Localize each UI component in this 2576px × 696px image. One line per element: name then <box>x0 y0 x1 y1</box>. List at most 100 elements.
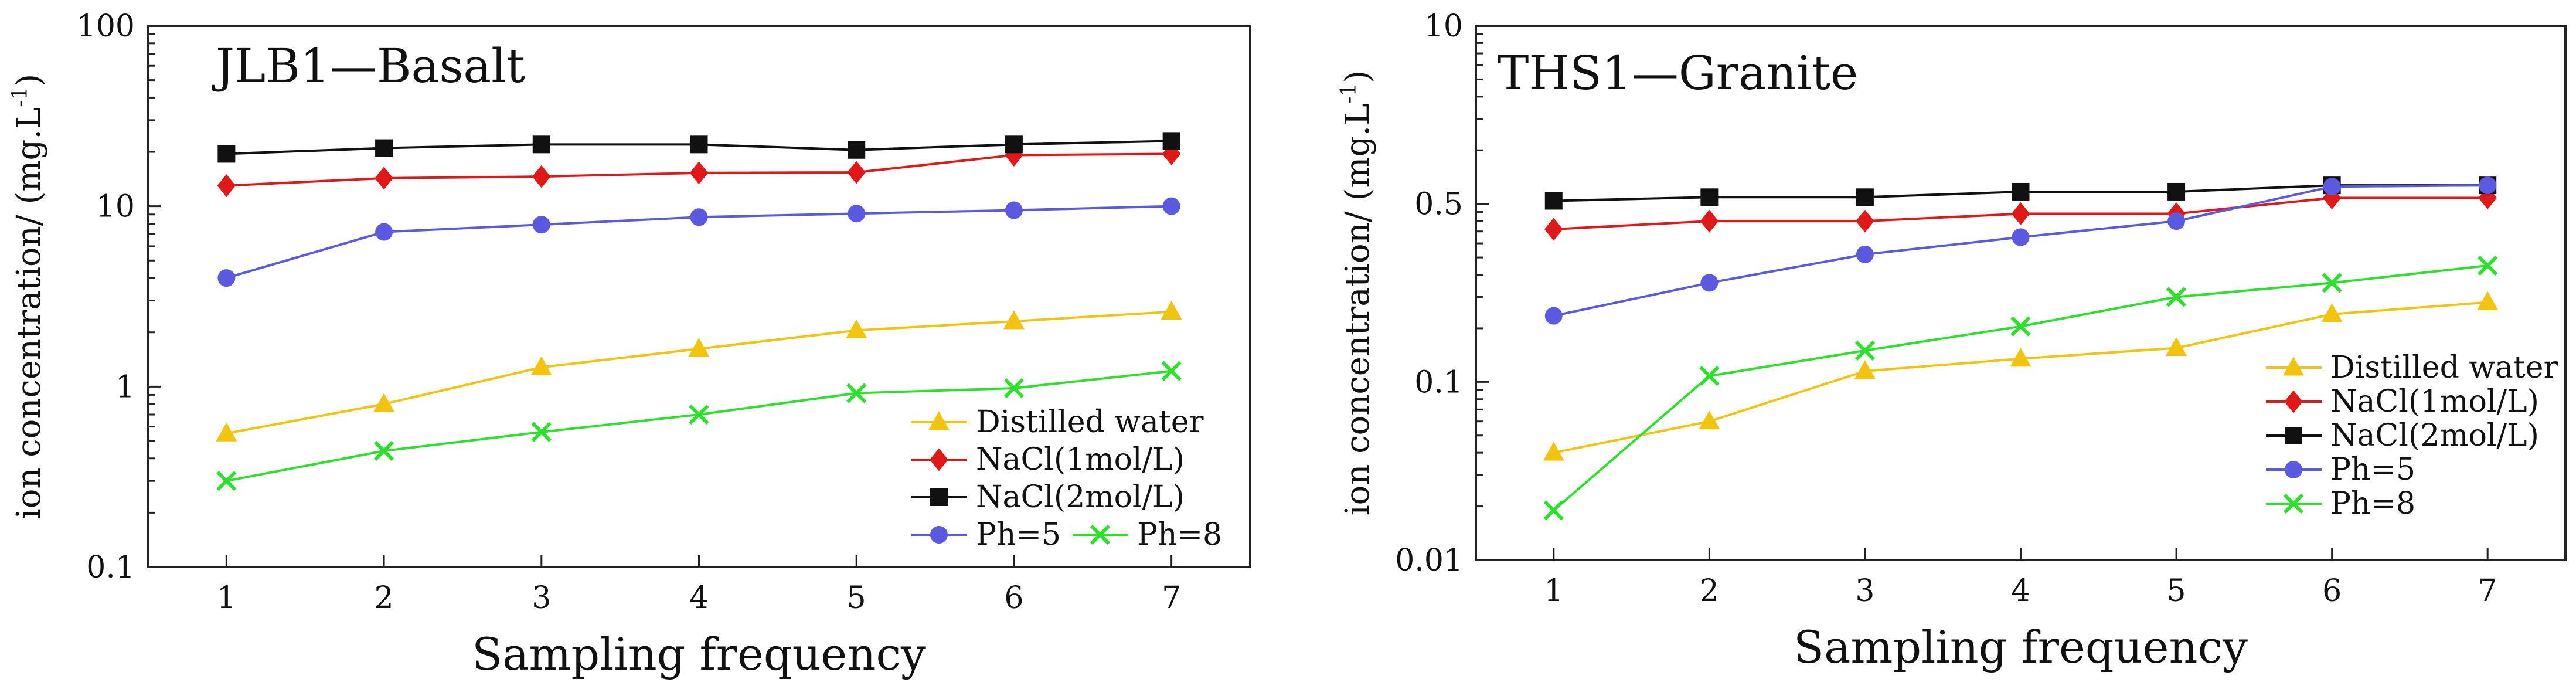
y-tick-label: 100 <box>77 9 135 44</box>
data-point <box>1856 209 1874 233</box>
y-axis-label: ion concentration/ (mg.L-1) <box>1337 70 1377 515</box>
y-tick-label: 10 <box>1424 9 1463 44</box>
y-tick-label: 0.1 <box>86 550 135 585</box>
series-5 <box>1543 255 2498 521</box>
data-point <box>1544 218 1563 241</box>
data-point <box>373 393 395 412</box>
data-point <box>846 383 867 403</box>
data-point-stroke <box>2010 316 2031 337</box>
series-1 <box>216 300 1182 442</box>
data-point <box>1543 500 1564 521</box>
x-tick-label: 3 <box>532 580 551 616</box>
data-point <box>1699 410 1720 430</box>
x-axis-label: Sampling frequency <box>472 628 926 680</box>
x-tick-label: 1 <box>1544 573 1563 609</box>
data-point <box>532 216 550 234</box>
data-point <box>689 161 709 185</box>
data-point <box>1854 340 1876 361</box>
data-point-stroke <box>531 422 552 442</box>
x-tick-label: 6 <box>1004 580 1023 616</box>
y-axis-label: ion concentration/ (mg.L-1) <box>8 74 48 519</box>
data-point-stroke <box>1854 340 1876 361</box>
x-tick-label: 4 <box>689 580 709 616</box>
data-point <box>846 319 867 338</box>
legend-marker <box>930 526 948 544</box>
data-point <box>531 422 552 442</box>
data-point <box>217 145 236 163</box>
y-axis-label-close: ) <box>1339 70 1377 83</box>
y-axis-label-superscript: -1 <box>1337 83 1361 104</box>
legend-entry: Distilled water <box>911 405 1204 440</box>
y-axis-label-main: ion concentration/ (mg.L <box>10 107 48 520</box>
data-point <box>2011 202 2030 226</box>
series-5 <box>216 361 1182 491</box>
legend-entry: NaCl(2mol/L) <box>2266 418 2539 453</box>
data-point <box>1003 378 1025 399</box>
data-point <box>2166 337 2187 357</box>
data-point-stroke <box>1161 361 1182 381</box>
x-axis-label: Sampling frequency <box>1794 621 2248 673</box>
legend-entry: NaCl(2mol/L) <box>911 480 1185 515</box>
data-point-stroke <box>846 383 867 403</box>
data-point <box>689 404 709 425</box>
data-point <box>690 135 708 154</box>
legend-marker-stroke <box>2283 493 2304 514</box>
data-point <box>216 422 237 442</box>
series-3 <box>1544 176 2497 210</box>
data-point <box>1005 144 1023 167</box>
data-point <box>375 223 393 241</box>
data-point <box>2166 287 2187 307</box>
legend-label: Distilled water <box>976 405 1204 440</box>
legend-entry: Ph=8 <box>1073 517 1222 552</box>
data-point <box>530 356 552 375</box>
data-point <box>1854 360 1876 379</box>
data-point <box>2010 348 2031 367</box>
legend: Distilled waterNaCl(1mol/L)NaCl(2mol/L)P… <box>2266 350 2558 521</box>
y-tick-label: 0.01 <box>1395 543 1463 578</box>
data-point <box>375 139 393 157</box>
data-point <box>848 141 866 159</box>
data-point <box>1003 310 1025 330</box>
data-point <box>848 205 866 223</box>
legend-label: NaCl(1mol/L) <box>2330 384 2539 419</box>
legend-label: NaCl(1mol/L) <box>976 442 1185 477</box>
data-point-stroke <box>1003 378 1025 399</box>
legend-entry: Ph=5 <box>2266 452 2415 487</box>
data-point-stroke <box>2322 273 2342 293</box>
legend-marker <box>2284 390 2303 413</box>
series-1 <box>1543 291 2499 461</box>
data-point <box>2012 228 2030 246</box>
x-tick-label: 7 <box>1162 580 1181 616</box>
data-point <box>1544 307 1563 325</box>
x-tick-label: 7 <box>2478 573 2497 609</box>
y-tick-label: 1 <box>115 369 135 405</box>
legend-marker <box>2285 427 2302 444</box>
legend-marker <box>928 411 950 430</box>
data-point <box>2322 273 2342 293</box>
legend-label: NaCl(2mol/L) <box>976 480 1185 515</box>
legend-marker <box>2283 357 2304 376</box>
series-4 <box>217 197 1180 287</box>
series-2 <box>217 142 1181 198</box>
data-point <box>1005 135 1023 154</box>
data-point <box>1543 442 1564 461</box>
legend: Distilled waterNaCl(1mol/L)NaCl(2mol/L)P… <box>911 405 1222 552</box>
data-point <box>2477 291 2499 311</box>
x-tick-label: 3 <box>1855 573 1874 609</box>
data-point <box>2478 255 2498 276</box>
data-point <box>2323 178 2341 196</box>
legend-marker <box>930 488 948 506</box>
series-3 <box>217 132 1180 163</box>
data-point <box>1162 132 1180 150</box>
data-point-stroke <box>216 471 237 491</box>
data-point <box>688 338 710 357</box>
data-point-stroke <box>689 404 709 425</box>
data-point-stroke <box>373 440 394 461</box>
data-point <box>373 440 394 461</box>
y-axis-label-superscript: -1 <box>8 87 32 107</box>
data-point <box>2167 182 2186 201</box>
data-point <box>2010 316 2031 337</box>
y-axis-label-close: ) <box>10 74 48 87</box>
data-point <box>1856 245 1874 263</box>
